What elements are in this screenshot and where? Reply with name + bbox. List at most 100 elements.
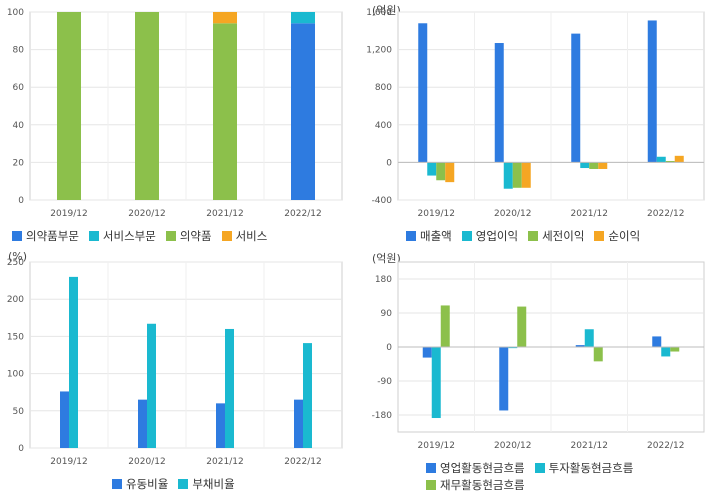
x-tick-label: 2019/12	[50, 457, 87, 467]
legend-item: 세전이익	[528, 228, 584, 244]
chart-legend: 유동비율 부채비율	[112, 476, 245, 493]
legend-item: 영업이익	[461, 228, 519, 244]
legend-label: 영업활동현금흐름	[440, 461, 525, 475]
x-tick-label: 2020/12	[494, 441, 531, 451]
bar	[598, 162, 608, 169]
x-tick-label: 2019/12	[50, 209, 87, 219]
legend-item: 영업활동현금흐름	[426, 460, 525, 476]
x-tick-label: 2019/12	[418, 441, 455, 451]
bar	[665, 160, 675, 163]
chart-income: (억원) -400 0 400 800 1,200 1,600 2019/12 2020/12…	[360, 0, 720, 248]
bar	[521, 162, 531, 188]
bar	[494, 43, 504, 163]
bar	[517, 306, 527, 347]
legend-swatch	[165, 231, 176, 241]
x-tick-label: 2022/12	[284, 457, 321, 467]
legend-item: 의약품	[165, 228, 212, 244]
bar	[499, 347, 509, 411]
legend-label: 매출액	[420, 229, 452, 243]
bar	[580, 162, 590, 169]
legend-row: 의약품부문 서비스부문 의약품 서비스	[12, 228, 277, 245]
chart-legend: 의약품부문 서비스부문 의약품 서비스	[12, 228, 277, 245]
legend-label: 의약품	[179, 229, 212, 243]
legend-item: 순이익	[594, 228, 640, 244]
legend-label: 서비스	[235, 229, 268, 243]
y-tick-label: 800	[375, 83, 392, 93]
bar	[571, 33, 581, 163]
x-tick-label: 2020/12	[128, 457, 165, 467]
legend-item: 재무활동현금흐름	[426, 477, 525, 493]
chart-ratios: (%) 0 50 100 150 200 250 2019/12 2020/12 2021/12…	[0, 248, 360, 496]
y-tick-label: 0	[18, 444, 24, 454]
bar	[674, 155, 684, 163]
legend-swatch	[594, 231, 605, 241]
bar	[422, 347, 432, 358]
legend-row: 매출액 영업이익 세전이익 순이익	[406, 228, 650, 245]
x-tick-label: 2021/12	[571, 209, 608, 219]
bar	[294, 399, 303, 448]
y-tick-label: 0	[18, 196, 24, 206]
bar	[670, 347, 680, 352]
legend-swatch	[528, 231, 539, 241]
y-tick-label: 80	[13, 46, 25, 56]
y-tick-label: 40	[13, 121, 25, 131]
legend-row: 영업활동현금흐름 투자활동현금흐름	[426, 460, 666, 477]
y-tick-label: 1,200	[366, 46, 392, 56]
bar	[584, 329, 594, 347]
bar	[652, 336, 662, 347]
y-tick-label: 90	[381, 309, 393, 319]
legend-item: 부채비율	[178, 476, 235, 492]
legend-swatch	[461, 231, 472, 241]
y-tick-label: 1,600	[366, 8, 392, 18]
y-tick-label: -400	[372, 196, 393, 206]
bar	[656, 156, 666, 163]
legend-label: 부채비율	[192, 477, 235, 491]
legend-label: 영업이익	[475, 229, 519, 243]
y-tick-label: 250	[7, 258, 24, 268]
bar	[135, 12, 159, 200]
legend-item: 서비스부문	[88, 228, 156, 244]
bar	[503, 162, 513, 189]
y-tick-label: 100	[7, 370, 24, 380]
bar	[213, 23, 237, 201]
y-tick-label: 20	[13, 158, 25, 168]
legend-label: 재무활동현금흐름	[440, 478, 525, 492]
bar	[593, 347, 603, 362]
x-tick-label: 2020/12	[494, 209, 531, 219]
y-tick-label: 60	[13, 83, 25, 93]
bar	[303, 343, 312, 448]
bar	[589, 162, 599, 169]
bar	[436, 162, 446, 181]
legend-label: 유동비율	[126, 477, 169, 491]
legend-swatch	[88, 231, 99, 241]
bar	[418, 23, 428, 163]
legend-row: 유동비율 부채비율	[112, 476, 245, 493]
bar	[427, 162, 437, 176]
bar	[60, 391, 69, 448]
chart-ratios-svg: 0 50 100 150 200 250 2019/12 2020/12 2021/12 2022…	[7, 258, 343, 467]
legend-item: 유동비율	[112, 476, 168, 492]
y-tick-label: -90	[377, 377, 392, 387]
legend-swatch	[221, 231, 232, 241]
legend-swatch	[426, 480, 436, 490]
x-tick-label: 2019/12	[418, 209, 455, 219]
legend-row: 재무활동현금흐름	[426, 477, 666, 494]
legend-swatch	[426, 463, 436, 473]
legend-item: 의약품부문	[12, 228, 79, 244]
x-tick-label: 2021/12	[206, 209, 243, 219]
y-tick-label: 50	[13, 407, 25, 417]
x-tick-label: 2021/12	[571, 441, 608, 451]
x-tick-label: 2022/12	[647, 441, 684, 451]
chart-income-svg: -400 0 400 800 1,200 1,600 2019/12 2020/12 2021/…	[366, 8, 705, 219]
bar	[647, 20, 657, 163]
legend-swatch	[406, 231, 416, 241]
bar	[440, 305, 450, 347]
bar	[661, 347, 671, 357]
legend-swatch	[12, 231, 22, 241]
bar	[216, 403, 225, 448]
legend-label: 의약품부문	[26, 229, 79, 243]
legend-label: 서비스부문	[102, 229, 156, 243]
legend-swatch	[534, 463, 545, 473]
chart-segment-share: 0 20 40 60 80 100 2019/12 2020/12 2021/12 2022/12…	[0, 0, 360, 248]
y-tick-label: 200	[7, 295, 24, 305]
